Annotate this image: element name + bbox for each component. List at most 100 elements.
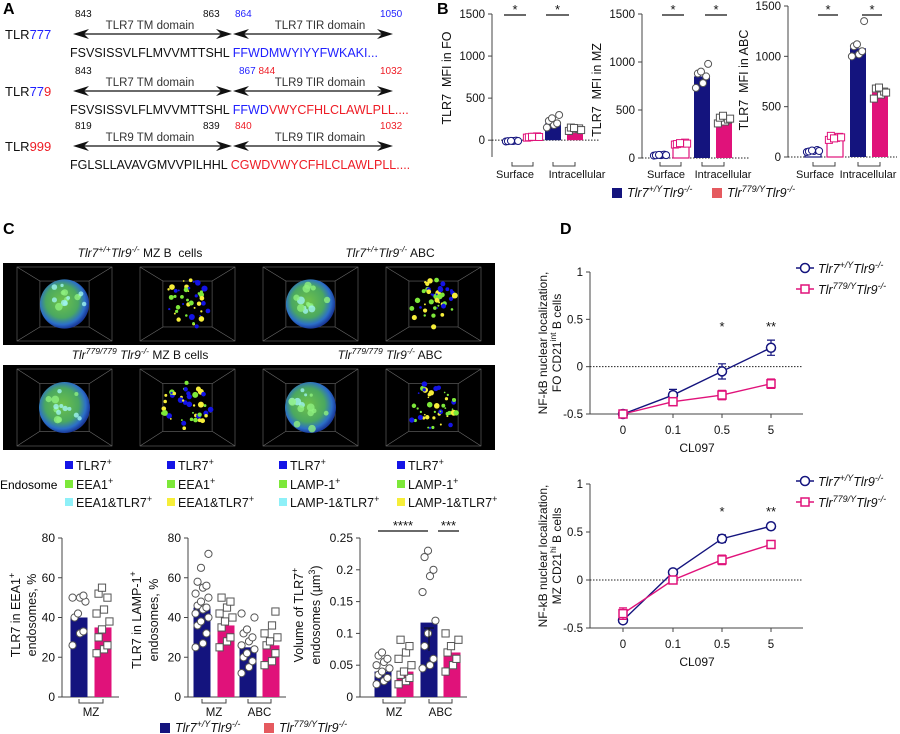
data-point	[250, 645, 259, 654]
data-point	[237, 669, 246, 678]
legend-b-wt: Tlr7+/YTlr9-/-	[612, 184, 692, 200]
data-point	[68, 593, 77, 602]
legend-label: LAMP-1+	[408, 476, 458, 492]
legend-label: EEA1&TLR7+	[178, 494, 254, 510]
data-point	[271, 607, 280, 616]
y-tick-label: 0.15	[330, 595, 354, 609]
legend-swatch	[397, 461, 405, 469]
series-line-wt	[622, 347, 772, 415]
data-point	[425, 661, 435, 670]
tm-end-number: 863	[203, 9, 220, 20]
data-point	[418, 587, 427, 597]
data-point	[271, 649, 280, 658]
data-point	[860, 17, 869, 26]
data-point	[267, 621, 277, 630]
data-point	[507, 136, 515, 145]
endosome-legend-item: TLR7+	[167, 457, 214, 473]
y-axis-label: endosomes, %	[147, 579, 161, 662]
tm-domain-label: TLR7 TM domain	[106, 77, 195, 89]
data-point	[418, 664, 427, 673]
y-tick-label: 1000	[755, 51, 781, 63]
legend-label: Tlr779/YTlr9-/-	[727, 184, 795, 200]
tir-end-number: 1032	[380, 121, 403, 132]
data-point	[405, 673, 414, 683]
sequence: FSVSISSVLFLMVVMTTSHL FFWDVWYCFHLCLAWLPLL…	[70, 103, 409, 117]
panel-label-b: B	[437, 1, 449, 18]
data-point	[423, 546, 433, 555]
data-point	[94, 633, 103, 642]
x-tick-label: 5	[768, 639, 774, 651]
arrowhead-right-icon	[216, 141, 232, 151]
data-point	[719, 111, 727, 120]
significance-stars: *	[512, 2, 517, 17]
legend-swatch	[279, 480, 287, 488]
significance-stars: *	[555, 2, 560, 17]
y-tick-label: 0	[174, 690, 181, 704]
y-tick-label: 0	[577, 575, 583, 587]
data-point	[196, 617, 206, 626]
data-point	[377, 667, 387, 676]
category-label: Intracellular	[549, 169, 606, 181]
data-point	[204, 593, 213, 602]
category-label: Surface	[796, 169, 834, 181]
group-bracket	[511, 162, 534, 167]
legend-d-wt: Tlr7+/YTlr9-/-	[796, 473, 883, 489]
legend-label: EEA1+	[178, 476, 215, 492]
data-point	[396, 635, 405, 644]
data-point	[92, 649, 101, 658]
significance-stars: *	[719, 319, 724, 334]
data-point	[191, 609, 200, 618]
data-point	[217, 593, 226, 602]
bar-chart-C2: 0 20 40 60 80 MZ ABC TLR7 in LAMP-1+endosomes, …	[128, 531, 286, 719]
y-tick-label: 1500	[755, 1, 781, 13]
data-point	[103, 641, 112, 650]
legend-marker	[800, 284, 810, 294]
data-point	[668, 396, 678, 407]
y-tick-label: 0	[577, 362, 583, 374]
y-tick-label: 1000	[609, 57, 635, 69]
y-tick-label: 20	[42, 650, 56, 664]
data-point	[454, 635, 463, 644]
y-tick-label: -0.5	[563, 623, 583, 635]
data-point	[237, 609, 246, 618]
legend-d-mut: Tlr779/YTlr9-/-	[796, 281, 886, 297]
tir-domain-label: TLR9 TIR domain	[275, 132, 366, 144]
legend-swatch	[279, 461, 287, 469]
y-tick-label: 0.25	[330, 531, 354, 545]
data-point	[420, 642, 429, 651]
y-tick-label: 0.05	[330, 658, 354, 672]
arrowhead-left-icon	[73, 86, 89, 96]
category-label: MZ	[83, 707, 100, 719]
significance-stars: *	[670, 2, 675, 17]
data-point	[528, 132, 536, 141]
legend-c-wt: Tlr7+/YTlr9-/-	[160, 719, 240, 734]
data-point	[697, 67, 705, 76]
legend-label: Tlr779/YTlr9-/-	[279, 719, 347, 734]
tm-end-number: 839	[203, 121, 220, 132]
endosome-legend-item: TLR7+	[65, 457, 112, 473]
data-point	[260, 629, 269, 638]
domain-row: TLR777 843 863 864 1050 TLR7 TM domain TLR7 TI…	[5, 9, 403, 60]
data-point	[570, 123, 578, 132]
panel-label-a: A	[3, 1, 15, 18]
x-tick-label: 0	[620, 639, 626, 651]
data-point	[405, 642, 414, 651]
data-point	[717, 555, 727, 565]
endosome-render-image	[385, 266, 482, 342]
tir-start-number: 867 844	[239, 66, 276, 77]
data-point	[882, 88, 891, 97]
legend-label: Tlr779/YTlr9-/-	[818, 281, 886, 297]
data-point	[248, 633, 257, 642]
data-point	[765, 342, 777, 353]
bar-wt	[420, 622, 438, 697]
tir-end-number: 1032	[380, 66, 403, 77]
data-point	[699, 79, 707, 88]
legend-label: EEA1+	[76, 476, 113, 492]
category-label: Intracellular	[840, 169, 897, 181]
construct-name: TLR999	[5, 139, 51, 154]
data-point	[766, 539, 776, 550]
endosome-legend-item: TLR7+	[279, 457, 326, 473]
data-point	[92, 609, 101, 618]
